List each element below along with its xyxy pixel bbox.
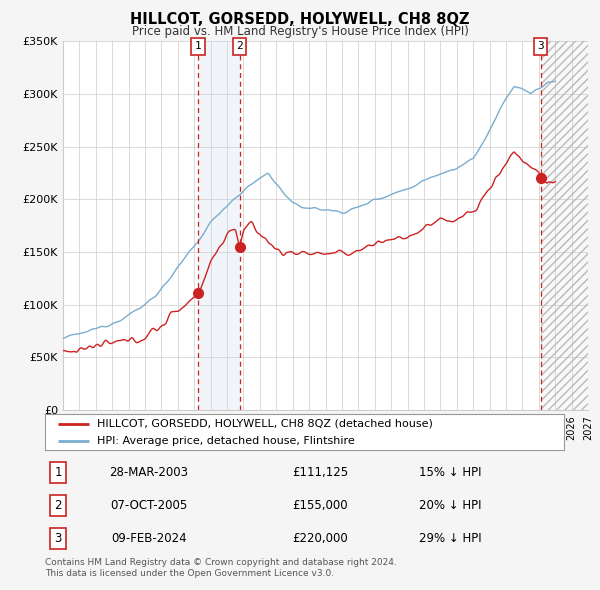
Text: £111,125: £111,125 — [292, 466, 348, 479]
Text: 3: 3 — [537, 41, 544, 51]
Text: 07-OCT-2005: 07-OCT-2005 — [110, 499, 187, 512]
Text: 20% ↓ HPI: 20% ↓ HPI — [419, 499, 481, 512]
Text: 15% ↓ HPI: 15% ↓ HPI — [419, 466, 481, 479]
Text: HPI: Average price, detached house, Flintshire: HPI: Average price, detached house, Flin… — [97, 436, 355, 446]
Text: HILLCOT, GORSEDD, HOLYWELL, CH8 8QZ (detached house): HILLCOT, GORSEDD, HOLYWELL, CH8 8QZ (det… — [97, 419, 433, 429]
Text: 29% ↓ HPI: 29% ↓ HPI — [419, 532, 481, 545]
Text: £220,000: £220,000 — [292, 532, 348, 545]
Bar — [541, 41, 588, 410]
Text: Contains HM Land Registry data © Crown copyright and database right 2024.
This d: Contains HM Land Registry data © Crown c… — [45, 558, 397, 578]
Text: 09-FEB-2024: 09-FEB-2024 — [111, 532, 187, 545]
Text: £155,000: £155,000 — [292, 499, 348, 512]
Text: 2: 2 — [236, 41, 243, 51]
Text: Price paid vs. HM Land Registry's House Price Index (HPI): Price paid vs. HM Land Registry's House … — [131, 25, 469, 38]
Text: 28-MAR-2003: 28-MAR-2003 — [109, 466, 188, 479]
Text: 1: 1 — [54, 466, 62, 479]
Text: 2: 2 — [54, 499, 62, 512]
Bar — [198, 41, 239, 410]
Text: HILLCOT, GORSEDD, HOLYWELL, CH8 8QZ: HILLCOT, GORSEDD, HOLYWELL, CH8 8QZ — [130, 12, 470, 27]
Text: 1: 1 — [195, 41, 202, 51]
Bar — [541, 41, 588, 410]
Bar — [541, 41, 588, 410]
Text: 3: 3 — [54, 532, 62, 545]
